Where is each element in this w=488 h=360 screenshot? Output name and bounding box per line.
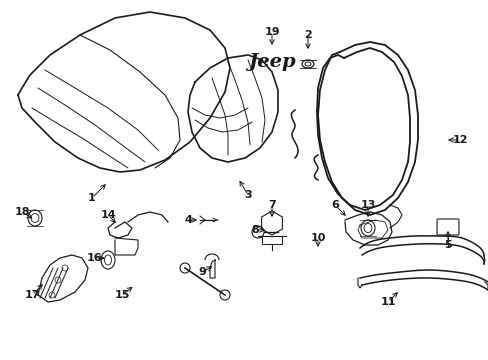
Text: 10: 10 (310, 233, 325, 243)
Text: 5: 5 (443, 240, 451, 250)
Text: 17: 17 (24, 290, 40, 300)
Text: 2: 2 (304, 30, 311, 40)
Text: 3: 3 (244, 190, 251, 200)
Text: 6: 6 (330, 200, 338, 210)
Text: 15: 15 (114, 290, 129, 300)
Text: 16: 16 (87, 253, 102, 263)
Text: 14: 14 (100, 210, 116, 220)
Text: 18: 18 (14, 207, 30, 217)
Text: 13: 13 (360, 200, 375, 210)
Text: 8: 8 (251, 225, 258, 235)
Text: 12: 12 (451, 135, 467, 145)
Text: 7: 7 (267, 200, 275, 210)
Text: 11: 11 (380, 297, 395, 307)
Text: 9: 9 (198, 267, 205, 277)
Text: Jeep: Jeep (248, 53, 295, 71)
Text: 4: 4 (183, 215, 192, 225)
Text: 19: 19 (264, 27, 279, 37)
FancyBboxPatch shape (436, 219, 458, 235)
Text: 1: 1 (88, 193, 96, 203)
